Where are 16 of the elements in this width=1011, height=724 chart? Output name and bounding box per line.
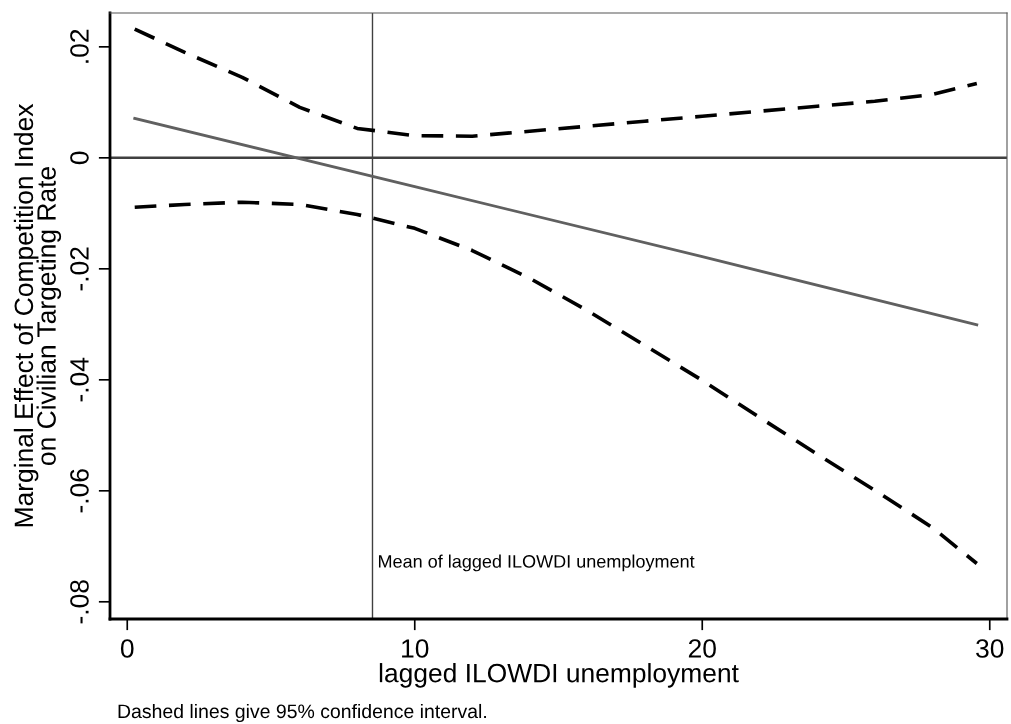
line-series	[133, 117, 979, 327]
y-tick-label: 0	[70, 151, 89, 165]
text: Dashed lines give 95% confidence interval.	[118, 703, 486, 723]
x-tick-label: 0	[120, 639, 134, 658]
y-axis-title: Marginal Effect of Competition Index on Civilian Targeting Rate	[13, 103, 62, 527]
line-series	[132, 27, 979, 139]
x-axis-title: lagged ILOWDI unemployment	[379, 663, 739, 688]
y-tick-label: -.06	[70, 469, 89, 513]
x-tick-label: 10	[402, 639, 429, 658]
y-tick-label: -.02	[70, 247, 89, 291]
y-tick-label: .02	[70, 29, 89, 63]
y-tick-label: -.08	[70, 580, 89, 624]
ref-line-label: Mean of lagged ILOWDI unemployment	[378, 554, 695, 572]
x-tick-label: 20	[688, 639, 716, 658]
x-tick-label: 30	[976, 639, 1004, 658]
y-tick-label: -.04	[70, 357, 89, 402]
